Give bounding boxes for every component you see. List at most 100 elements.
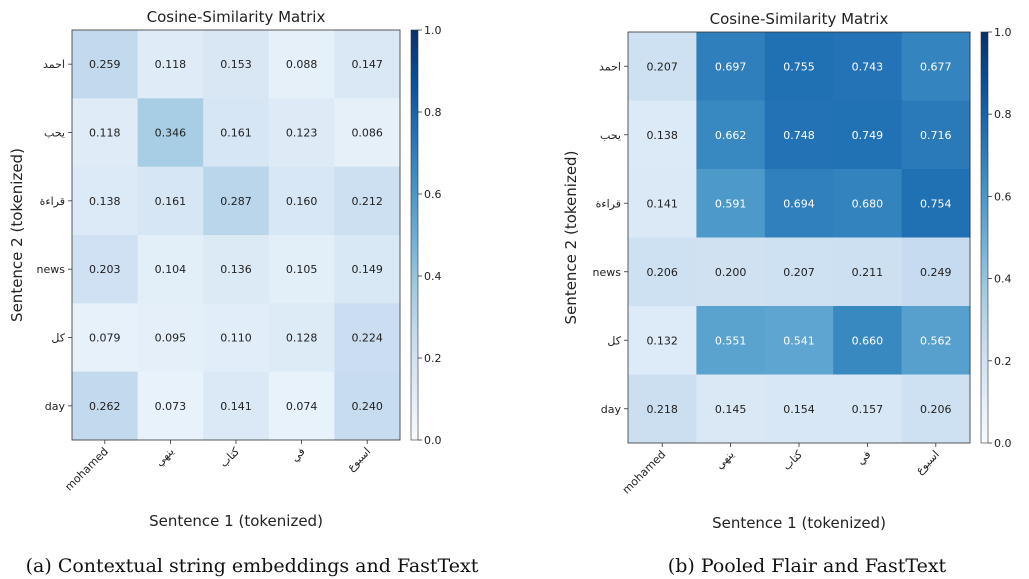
cell-value-label: 0.161: [220, 127, 252, 140]
heatmap-cell: [72, 98, 139, 168]
cell-value-label: 0.660: [852, 334, 884, 347]
cell-value-label: 0.755: [783, 60, 815, 73]
heatmap-cell: [137, 303, 204, 373]
y-axis-label: Sentence 2 (tokenized): [8, 148, 26, 322]
cell-value-label: 0.677: [920, 60, 952, 73]
cell-value-label: 0.754: [920, 197, 952, 210]
cell-value-label: 0.743: [852, 60, 884, 73]
colorbar-tick-label: 0.0: [424, 434, 442, 447]
cell-value-label: 0.211: [852, 266, 884, 279]
x-axis-label: Sentence 1 (tokenized): [149, 512, 323, 530]
heatmap-cell: [203, 235, 270, 304]
y-tick-label: كل: [607, 334, 621, 347]
y-tick-label: احمد: [43, 58, 65, 71]
chart-title: Cosine-Similarity Matrix: [147, 8, 326, 26]
cell-value-label: 0.748: [783, 129, 815, 142]
colorbar-tick-label: 0.4: [994, 273, 1012, 286]
colorbar-tick-label: 0.8: [994, 108, 1012, 121]
cell-value-label: 0.206: [920, 403, 952, 416]
cell-value-label: 0.074: [286, 400, 318, 413]
cell-value-label: 0.697: [715, 60, 747, 73]
cell-value-label: 0.262: [89, 400, 121, 413]
heatmap-cell: [833, 169, 903, 238]
colorbar: [410, 29, 419, 441]
heatmap-cell: [628, 306, 697, 375]
heatmap-cell: [72, 303, 139, 373]
heatmap-cell: [268, 30, 335, 99]
x-tick-label: اسبوع: [344, 445, 373, 474]
y-tick-label: news: [593, 266, 622, 279]
figure-caption: (b) Pooled Flair and FastText: [668, 555, 947, 577]
colorbar-tick-label: 1.0: [424, 24, 442, 37]
heatmap-cell: [203, 166, 270, 236]
heatmap-cell: [334, 166, 401, 236]
y-tick-label: day: [601, 403, 622, 416]
cell-value-label: 0.136: [220, 263, 252, 276]
heatmap-cell: [764, 374, 834, 444]
y-tick-label: day: [45, 400, 66, 413]
cell-value-label: 0.218: [646, 403, 678, 416]
cell-value-label: 0.123: [286, 127, 318, 140]
heatmap-cell: [334, 303, 401, 373]
heatmap-cell: [137, 166, 204, 236]
y-tick-label: يحب: [600, 129, 621, 142]
cell-value-label: 0.206: [646, 266, 678, 279]
heatmap-cell: [334, 98, 401, 168]
heatmap-cell: [628, 169, 697, 238]
x-tick-label: mohamed: [620, 448, 669, 497]
cell-value-label: 0.212: [351, 195, 383, 208]
heatmap-cell: [696, 306, 766, 375]
cell-value-label: 0.141: [220, 400, 252, 413]
cell-value-label: 0.716: [920, 129, 952, 142]
cell-value-label: 0.551: [715, 334, 747, 347]
heatmap-cell: [696, 374, 766, 444]
cell-value-label: 0.240: [351, 400, 383, 413]
heatmap-cell: [833, 100, 903, 170]
colorbar-tick-label: 0.6: [994, 190, 1012, 203]
chart-title: Cosine-Similarity Matrix: [710, 10, 889, 28]
cell-value-label: 0.207: [646, 60, 678, 73]
cell-value-label: 0.145: [715, 403, 747, 416]
heatmap-cell: [764, 100, 834, 170]
y-tick-label: قراءة: [596, 197, 621, 210]
colorbar-tick-label: 0.8: [424, 106, 442, 119]
heatmap-cell: [72, 371, 139, 441]
heatmap-cell: [833, 237, 903, 307]
heatmap-cell: [268, 235, 335, 304]
y-tick-label: احمد: [599, 60, 621, 73]
cell-value-label: 0.154: [783, 403, 815, 416]
heatmap-cell: [696, 169, 766, 238]
y-tick-label: news: [37, 263, 66, 276]
y-tick-label: كل: [51, 332, 65, 345]
x-tick-label: اسبوع: [913, 448, 942, 477]
heatmap-cell: [268, 371, 335, 441]
heatmap-cell: [696, 237, 766, 307]
colorbar-tick-label: 0.0: [994, 437, 1012, 450]
heatmap-cell: [764, 306, 834, 375]
heatmap-cell: [833, 374, 903, 444]
cell-value-label: 0.249: [920, 266, 952, 279]
cell-value-label: 0.086: [351, 127, 383, 140]
cell-value-label: 0.287: [220, 195, 252, 208]
cell-value-label: 0.088: [286, 58, 318, 71]
cell-value-label: 0.147: [351, 58, 383, 71]
heatmap-cell: [764, 32, 834, 101]
colorbar-tick-label: 0.4: [424, 270, 442, 283]
cell-value-label: 0.073: [155, 400, 187, 413]
heatmap-cell: [137, 235, 204, 304]
heatmap-cell: [334, 235, 401, 304]
heatmap-cell: [203, 98, 270, 168]
heatmap-cell: [901, 306, 971, 375]
cell-value-label: 0.118: [155, 58, 187, 71]
cell-value-label: 0.259: [89, 58, 121, 71]
y-tick-label: قراءة: [40, 195, 65, 208]
cell-value-label: 0.138: [89, 195, 121, 208]
heatmap-cell: [833, 32, 903, 101]
cell-value-label: 0.203: [89, 263, 121, 276]
heatmap-cell: [137, 371, 204, 441]
cell-value-label: 0.207: [783, 266, 815, 279]
cell-value-label: 0.105: [286, 263, 318, 276]
cell-value-label: 0.694: [783, 197, 815, 210]
cell-value-label: 0.541: [783, 334, 815, 347]
heatmap-cell: [268, 303, 335, 373]
